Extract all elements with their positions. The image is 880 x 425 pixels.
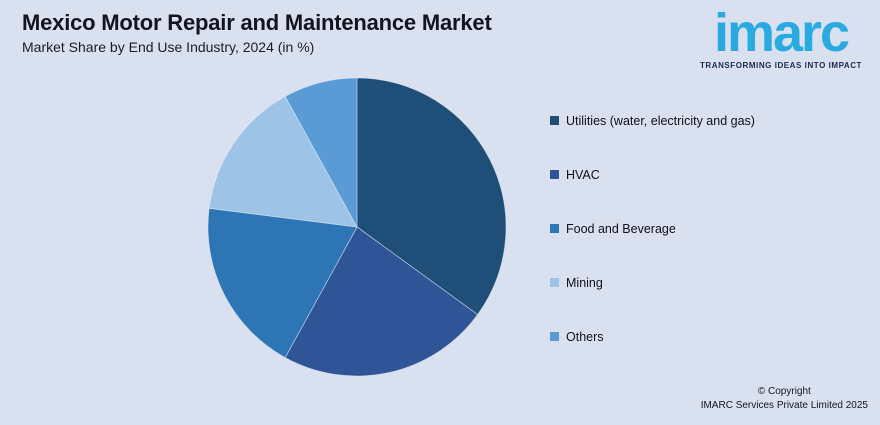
- legend-label: Utilities (water, electricity and gas): [566, 113, 755, 128]
- legend-color-swatch: [550, 278, 559, 287]
- imarc-logo: imarc TRANSFORMING IDEAS INTO IMPACT: [696, 6, 866, 70]
- legend-item-hvac: HVAC: [550, 167, 755, 182]
- legend-item-utilities-water-electricity-and-gas: Utilities (water, electricity and gas): [550, 113, 755, 128]
- page-title: Mexico Motor Repair and Maintenance Mark…: [22, 10, 492, 35]
- legend-label: Others: [566, 329, 604, 344]
- copyright-line2: IMARC Services Private Limited 2025: [700, 400, 868, 411]
- legend-label: HVAC: [566, 167, 600, 182]
- pie-slice-mining: [208, 95, 358, 228]
- legend-color-swatch: [550, 332, 559, 341]
- page-subtitle: Market Share by End Use Industry, 2024 (…: [22, 39, 315, 56]
- imarc-tagline: TRANSFORMING IDEAS INTO IMPACT: [700, 61, 862, 70]
- copyright-line1: © Copyright: [757, 386, 811, 397]
- legend-color-swatch: [550, 224, 559, 233]
- legend-item-others: Others: [550, 329, 755, 344]
- legend-label: Mining: [566, 275, 603, 290]
- legend-label: Food and Beverage: [566, 221, 676, 236]
- pie-slice-hvac: [284, 226, 479, 377]
- legend-item-food-and-beverage: Food and Beverage: [550, 221, 755, 236]
- legend-color-swatch: [550, 170, 559, 179]
- pie-slice-utilities-water-electricity-and-gas: [356, 77, 507, 316]
- legend: Utilities (water, electricity and gas) H…: [550, 113, 755, 344]
- header: Mexico Motor Repair and Maintenance Mark…: [22, 10, 492, 55]
- pie-slice-food-and-beverage: [207, 207, 358, 359]
- imarc-wordmark: imarc: [713, 3, 850, 63]
- legend-item-mining: Mining: [550, 275, 755, 290]
- copyright-notice: © Copyright IMARC Services Private Limit…: [701, 385, 868, 413]
- legend-color-swatch: [550, 116, 559, 125]
- pie-slice-others: [284, 77, 358, 228]
